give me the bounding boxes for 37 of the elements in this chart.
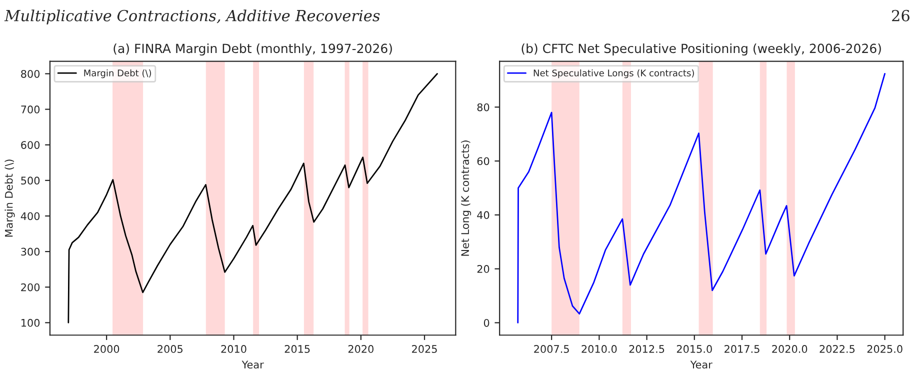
x-tick-label: 2012.5 <box>629 345 664 353</box>
x-axis-title: Year <box>242 360 264 369</box>
legend-label: Net Speculative Longs (K contracts) <box>534 69 694 78</box>
y-tick-label: 800 <box>21 70 40 78</box>
x-tick-label: 2020 <box>348 345 374 353</box>
y-tick-label: 400 <box>20 212 40 220</box>
x-tick-label: 2010 <box>221 345 246 353</box>
x-tick-label: 2015.0 <box>676 345 712 353</box>
x-tick-label: 2025.0 <box>867 345 902 353</box>
x-tick-label: 2007.5 <box>534 345 569 353</box>
x-tick-label: 2010.0 <box>582 345 617 353</box>
x-tick-label: 2017.5 <box>724 345 760 353</box>
y-tick-label: 20 <box>477 265 490 273</box>
y-tick-label: 700 <box>21 106 40 114</box>
text: Multiplicative Contractions, Additive Recoveries <box>4 10 380 24</box>
legend-label: Margin Debt (\) <box>84 69 152 78</box>
y-tick-label: 200 <box>21 283 40 292</box>
y-tick-label: 300 <box>21 248 40 256</box>
x-tick-label: 2022.5 <box>820 345 855 353</box>
y-axis-title: Margin Debt (\) <box>4 160 15 237</box>
y-tick-label: 600 <box>21 141 40 149</box>
y-tick-label: 500 <box>21 176 40 185</box>
text: 26 <box>892 10 910 22</box>
x-tick-label: 2020.0 <box>772 345 808 353</box>
y-tick-label: 100 <box>22 318 40 327</box>
x-tick-label: 2015 <box>284 345 310 353</box>
x-axis-title: Year <box>690 360 712 369</box>
chart-title: (b) CFTC Net Speculative Positioning (weekly, 2006-2026) <box>522 43 881 56</box>
y-tick-label: 40 <box>477 211 490 220</box>
y-axis-title: Net Long (K contracts) <box>460 140 472 256</box>
y-tick-label: 0 <box>484 318 490 327</box>
y-tick-label: 60 <box>477 157 490 166</box>
chart-title: (a) FINRA Margin Debt (monthly, 1997-2026) <box>114 43 392 56</box>
y-tick-label: 80 <box>477 103 490 112</box>
x-tick-label: 2000 <box>94 345 120 353</box>
x-tick-label: 2005 <box>158 345 182 353</box>
x-tick-label: 2025 <box>412 345 437 353</box>
